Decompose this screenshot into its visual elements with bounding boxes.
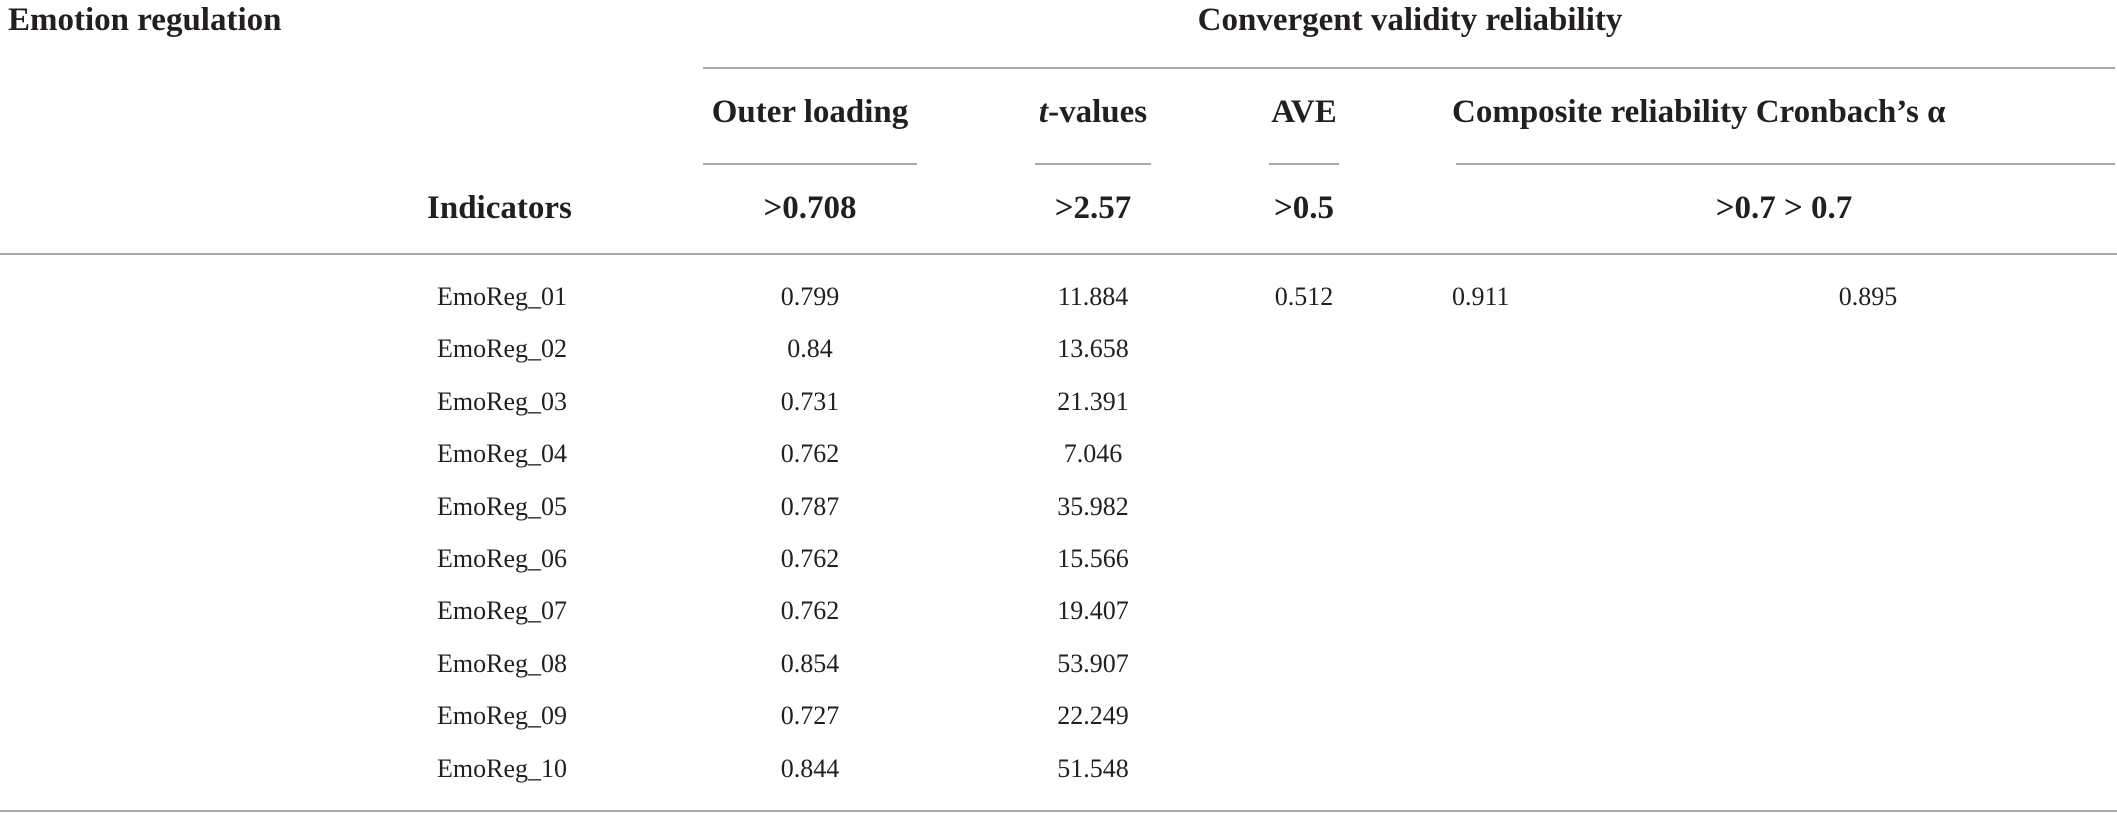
cell-outer-loading: 0.84 <box>787 334 833 363</box>
cell-outer-loading: 0.799 <box>780 282 840 311</box>
cell-composite: 0.911 <box>1452 282 1510 311</box>
ave-underline <box>1269 163 1339 165</box>
col-ave: AVE <box>1271 94 1337 130</box>
cell-indicator: EmoReg_02 <box>437 334 567 363</box>
cell-t-value: 35.982 <box>1057 492 1129 521</box>
cell-outer-loading: 0.854 <box>780 649 840 678</box>
cell-t-value: 11.884 <box>1057 282 1129 311</box>
threshold-t-values: >2.57 <box>1054 190 1132 226</box>
cell-indicator: EmoReg_08 <box>437 649 567 678</box>
cell-t-value: 53.907 <box>1057 649 1129 678</box>
cell-indicator: EmoReg_05 <box>437 492 567 521</box>
threshold-ave: >0.5 <box>1273 190 1335 226</box>
cell-outer-loading: 0.727 <box>780 701 840 730</box>
cell-outer-loading: 0.844 <box>780 754 840 783</box>
cell-t-value: 21.391 <box>1057 387 1129 416</box>
group-title: Convergent validity reliability <box>1197 2 1623 38</box>
cell-indicator: EmoReg_07 <box>437 596 567 625</box>
cell-t-value: 19.407 <box>1057 596 1129 625</box>
threshold-composite-cronbach: >0.7 > 0.7 <box>1715 190 1853 226</box>
cell-outer-loading: 0.762 <box>780 544 840 573</box>
col-t-values: t-values <box>1039 94 1147 131</box>
col-t-values-rest: -values <box>1048 94 1148 130</box>
cell-indicator: EmoReg_03 <box>437 387 567 416</box>
cell-indicator: EmoReg_01 <box>437 282 567 311</box>
cell-t-value: 22.249 <box>1057 701 1129 730</box>
cell-indicator: EmoReg_10 <box>437 754 567 783</box>
cell-outer-loading: 0.731 <box>780 387 840 416</box>
cell-indicator: EmoReg_09 <box>437 701 567 730</box>
cell-indicator: EmoReg_04 <box>437 439 567 468</box>
threshold-outer-loading: >0.708 <box>763 190 857 226</box>
cell-t-value: 15.566 <box>1057 544 1129 573</box>
composite-cronbach-underline <box>1456 163 2115 165</box>
table-bottom-rule <box>0 810 2117 812</box>
indicators-label: Indicators <box>427 190 572 226</box>
cell-t-value: 7.046 <box>1063 439 1123 468</box>
header-bottom-rule <box>0 253 2117 255</box>
cell-outer-loading: 0.762 <box>780 439 840 468</box>
cell-outer-loading: 0.762 <box>780 596 840 625</box>
cell-t-value: 51.548 <box>1057 754 1129 783</box>
cell-cronbach: 0.895 <box>1838 282 1898 311</box>
construct-title: Emotion regulation <box>8 2 282 38</box>
cell-ave: 0.512 <box>1274 282 1334 311</box>
cell-outer-loading: 0.787 <box>780 492 840 521</box>
cell-indicator: EmoReg_06 <box>437 544 567 573</box>
t-values-underline <box>1035 163 1151 165</box>
group-underline <box>703 67 2115 69</box>
col-t-values-italic: t <box>1038 94 1049 130</box>
cell-t-value: 13.658 <box>1057 334 1129 363</box>
outer-loading-underline <box>703 163 917 165</box>
col-composite-cronbach: Composite reliability Cronbach’s α <box>1452 94 1946 130</box>
col-outer-loading: Outer loading <box>711 94 909 130</box>
